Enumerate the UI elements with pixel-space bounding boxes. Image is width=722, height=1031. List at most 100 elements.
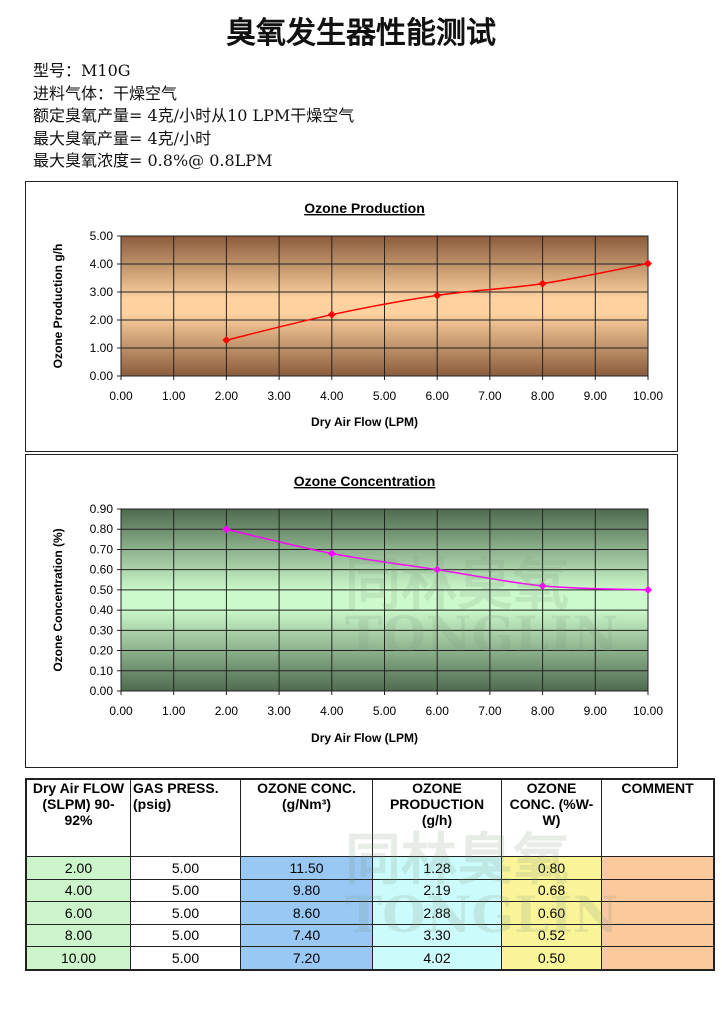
y-tick-label: 0.00: [90, 369, 114, 383]
x-tick-label: 0.00: [109, 704, 133, 718]
y-tick-label: 1.00: [90, 341, 114, 355]
table-cell: 10.00: [25, 946, 131, 970]
y-tick-label: 0.50: [90, 583, 114, 597]
column-header: COMMENT: [601, 778, 715, 857]
table-cell: 2.19: [372, 878, 502, 902]
spec-feed-gas: 进料气体：干燥空气: [33, 83, 178, 103]
x-tick-label: 3.00: [267, 704, 291, 718]
x-tick-label: 1.00: [162, 389, 186, 403]
y-tick-label: 0.40: [90, 603, 114, 617]
table-cell: 5.00: [130, 901, 241, 925]
spec-max-output: 最大臭氧产量= 4克/小时: [33, 128, 212, 148]
y-tick-label: 0.90: [90, 502, 114, 516]
table-header-row: Dry Air FLOW (SLPM) 90-92% GAS PRESS. (ps…: [25, 778, 715, 857]
x-tick-label: 9.00: [584, 389, 608, 403]
table-row: 10.00 5.00 7.20 4.02 0.50: [25, 946, 715, 970]
x-tick-label: 0.00: [109, 389, 133, 403]
data-point-marker: [222, 525, 231, 534]
table-row: 4.00 5.00 9.80 2.19 0.68: [25, 878, 715, 902]
column-header: OZONE CONC. (%W-W): [501, 778, 602, 857]
spec-model: 型号：M10G: [33, 61, 131, 80]
data-table: Dry Air FLOW (SLPM) 90-92% GAS PRESS. (ps…: [25, 778, 715, 971]
x-tick-label: 6.00: [426, 389, 450, 403]
y-axis-label: Ozone Concentration (%): [51, 528, 65, 671]
x-tick-label: 10.00: [633, 704, 663, 718]
column-header: OZONE PRODUCTION (g/h): [372, 778, 502, 857]
table-cell: 2.00: [25, 856, 131, 880]
y-tick-label: 4.00: [90, 257, 114, 271]
table-cell: 7.40: [240, 923, 373, 947]
table-cell: 1.28: [372, 856, 502, 880]
data-point-marker: [644, 585, 652, 594]
x-axis-label: Dry Air Flow (LPM): [311, 731, 418, 745]
table-cell: [601, 856, 715, 880]
x-tick-label: 9.00: [584, 704, 608, 718]
data-point-marker: [222, 336, 231, 345]
table-cell: 9.80: [240, 878, 373, 902]
x-tick-label: 3.00: [267, 389, 291, 403]
table-row: 8.00 5.00 7.40 3.30 0.52: [25, 923, 715, 947]
table-cell: [601, 946, 715, 970]
y-axis-label: Ozone Production g/h: [51, 244, 65, 369]
ozone-production-chart: 0.00 1.00 2.00 3.00 4.00 5.00 6.00 7.00 8.00 9.00…: [25, 181, 678, 452]
column-header: GAS PRESS. (psig): [130, 778, 241, 857]
data-point-marker: [327, 310, 336, 319]
x-tick-label: 1.00: [162, 704, 186, 718]
y-tick-label: 0.60: [90, 563, 114, 577]
table-cell: 4.00: [25, 878, 131, 902]
x-tick-label: 8.00: [531, 389, 555, 403]
x-tick-label: 6.00: [426, 704, 450, 718]
ozone-concentration-chart: 0.00 1.00 2.00 3.00 4.00 5.00 6.00 7.00 8.00 9.00…: [25, 454, 678, 768]
table-cell: 8.00: [25, 923, 131, 947]
x-tick-label: 7.00: [478, 389, 502, 403]
table-cell: 0.60: [501, 901, 602, 925]
chart-title: Ozone Production: [304, 200, 425, 216]
table-cell: 5.00: [130, 856, 241, 880]
y-tick-label: 0.80: [90, 522, 114, 536]
table-cell: [601, 923, 715, 947]
table-cell: 4.02: [372, 946, 502, 970]
x-tick-label: 10.00: [633, 389, 663, 403]
spec-max-concentration: 最大臭氧浓度= 0.8%@ 0.8LPM: [33, 151, 273, 170]
data-point-marker: [433, 565, 442, 574]
x-tick-label: 7.00: [478, 704, 502, 718]
table-cell: 11.50: [240, 856, 373, 880]
y-tick-label: 2.00: [90, 313, 114, 327]
data-point-marker: [327, 549, 336, 558]
table-cell: 0.80: [501, 856, 602, 880]
table-cell: 7.20: [240, 946, 373, 970]
data-point-marker: [433, 291, 442, 300]
y-tick-label: 0.20: [90, 644, 114, 658]
table-cell: 5.00: [130, 923, 241, 947]
y-tick-label: 0.30: [90, 623, 114, 637]
y-tick-label: 0.10: [90, 664, 114, 678]
x-tick-label: 5.00: [373, 389, 397, 403]
table-row: 2.00 5.00 11.50 1.28 0.80: [25, 856, 715, 880]
x-tick-label: 8.00: [531, 704, 555, 718]
table-cell: 2.88: [372, 901, 502, 925]
chart-title: Ozone Concentration: [294, 473, 436, 489]
y-tick-label: 0.00: [90, 684, 114, 698]
x-tick-label: 4.00: [320, 704, 344, 718]
x-tick-label: 2.00: [215, 704, 239, 718]
column-header: OZONE CONC. (g/Nm³): [240, 778, 373, 857]
table-row: 6.00 5.00 8.60 2.88 0.60: [25, 901, 715, 925]
table-cell: 3.30: [372, 923, 502, 947]
data-point-marker: [538, 581, 547, 590]
specs: 型号：M10G 进料气体：干燥空气 额定臭氧产量= 4克/小时从10 LPM干燥…: [33, 60, 354, 173]
x-tick-label: 5.00: [373, 704, 397, 718]
table-cell: 5.00: [130, 878, 241, 902]
column-header: Dry Air FLOW (SLPM) 90-92%: [25, 778, 131, 857]
page-title: 臭氧发生器性能测试: [226, 16, 496, 51]
chart-svg: 0.00 1.00 2.00 3.00 4.00 5.00 6.00 7.00 8.00 9.00…: [51, 200, 663, 429]
x-axis-label: Dry Air Flow (LPM): [311, 415, 418, 429]
table-cell: 8.60: [240, 901, 373, 925]
x-tick-label: 2.00: [215, 389, 239, 403]
table-cell: [601, 901, 715, 925]
spec-rated-output: 额定臭氧产量= 4克/小时从10 LPM干燥空气: [33, 106, 355, 125]
table-body: 2.00 5.00 11.50 1.28 0.80 4.00 5.00 9.80 2.19 0.6…: [25, 856, 715, 970]
chart-svg: 0.00 1.00 2.00 3.00 4.00 5.00 6.00 7.00 8.00 9.00…: [51, 473, 663, 745]
table-cell: 5.00: [130, 946, 241, 970]
table-cell: 0.68: [501, 878, 602, 902]
data-point-marker: [644, 259, 652, 268]
